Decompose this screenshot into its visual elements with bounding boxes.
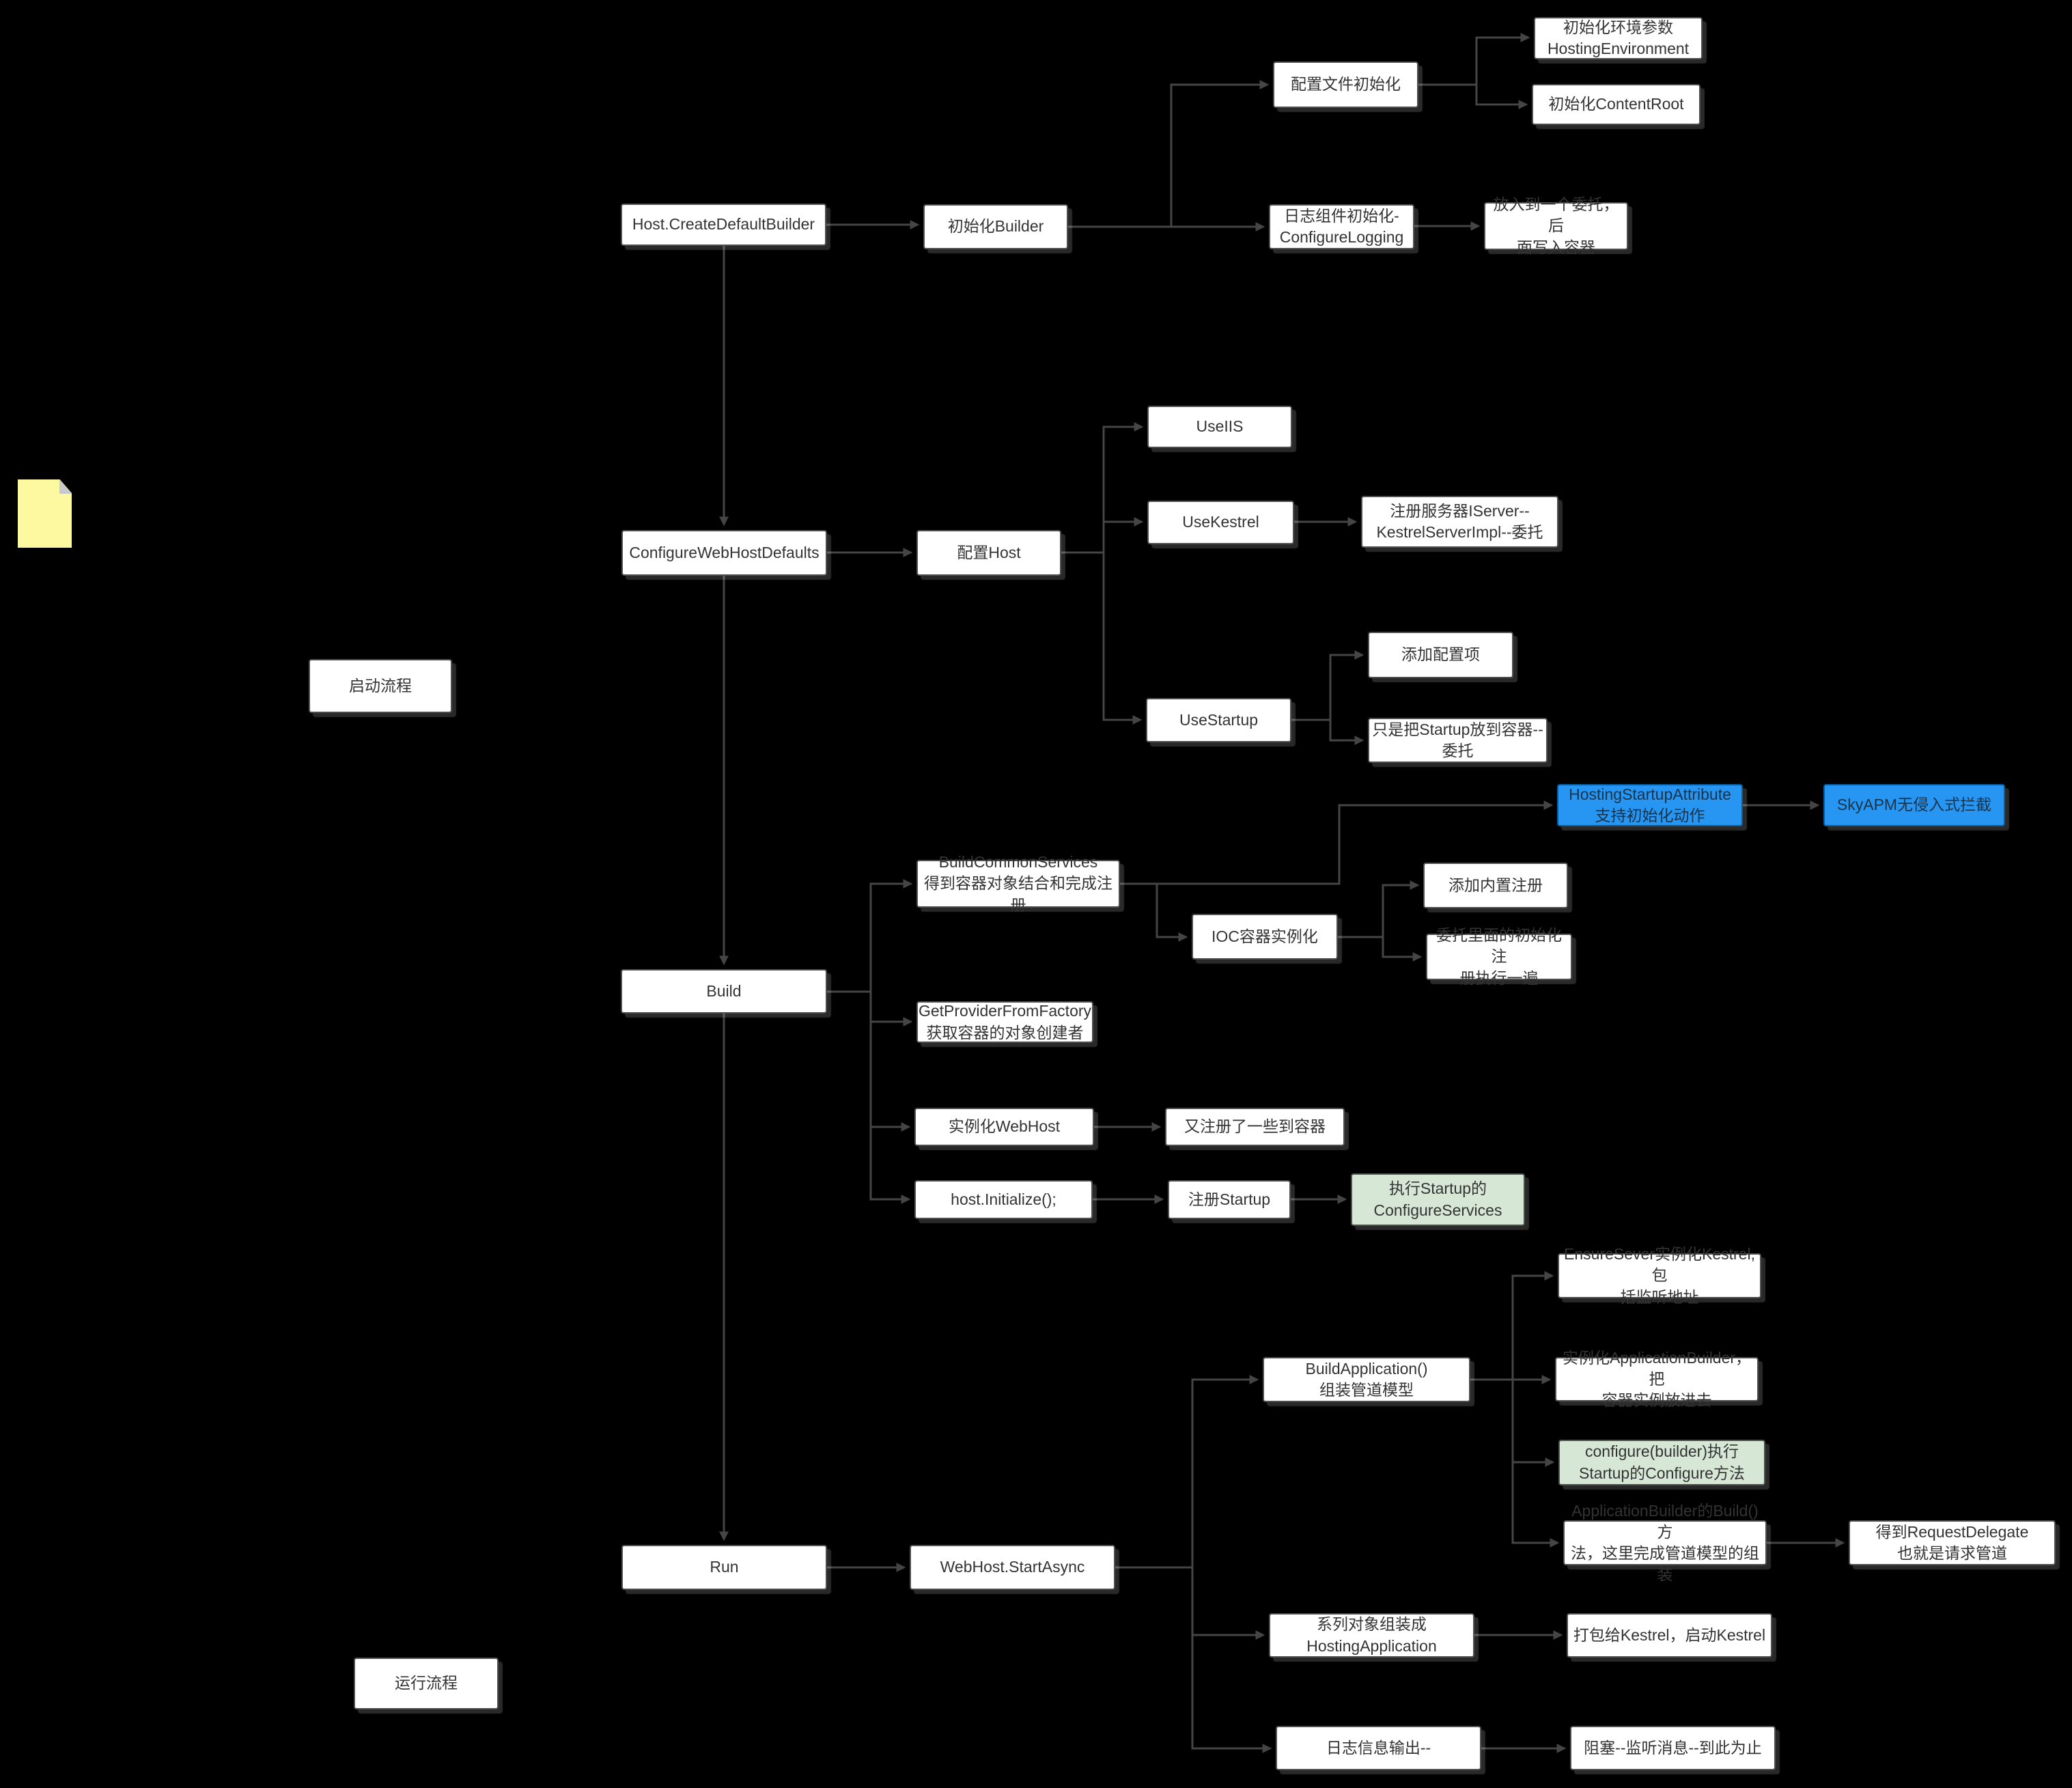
node-registered-more-to-container[interactable]: 又注册了一些到容器 — [1165, 1108, 1345, 1146]
node-config-file-init[interactable]: 配置文件初始化 — [1273, 61, 1418, 108]
node-got-request-delegate[interactable]: 得到RequestDelegate 也就是请求管道 — [1849, 1520, 2056, 1565]
connector — [1191, 1567, 1265, 1640]
node-register-startup[interactable]: 注册Startup — [1168, 1180, 1291, 1219]
connector — [827, 879, 913, 993]
node-build-application[interactable]: BuildApplication() 组装管道模型 — [1263, 1357, 1470, 1402]
node-webhost-start-async[interactable]: WebHost.StartAsync — [910, 1545, 1115, 1590]
connector — [1511, 1462, 1560, 1548]
connector — [1102, 553, 1143, 725]
node-host-create-default-builder[interactable]: Host.CreateDefaultBuilder — [621, 204, 826, 246]
connector — [1329, 720, 1364, 745]
node-run-flow-label[interactable]: 运行流程 — [354, 1658, 499, 1709]
connector — [1418, 33, 1530, 86]
node-configure-builder[interactable]: configure(builder)执行 Startup的Configure方法 — [1558, 1440, 1765, 1485]
node-configure-logging[interactable]: 日志组件初始化- ConfigureLogging — [1269, 204, 1414, 249]
connector — [1338, 880, 1420, 938]
node-app-builder-build[interactable]: ApplicationBuilder的Build()方 法，这里完成管道模型的组… — [1563, 1502, 1767, 1583]
node-inst-application-builder[interactable]: 实例化ApplicationBuilder，把 容器实例放进去 — [1555, 1349, 1759, 1409]
node-series-hosting-application[interactable]: 系列对象组装成 HostingApplication — [1269, 1613, 1474, 1658]
node-use-iis[interactable]: UseIIS — [1147, 406, 1292, 448]
connector — [1191, 1635, 1272, 1753]
node-pack-to-kestrel[interactable]: 打包给Kestrel，启动Kestrel — [1567, 1613, 1772, 1658]
node-configure-webhost-defaults[interactable]: ConfigureWebHostDefaults — [621, 530, 827, 576]
node-use-startup[interactable]: UseStartup — [1146, 698, 1291, 742]
node-log-output[interactable]: 日志信息输出-- — [1276, 1726, 1481, 1770]
node-delegate-to-container[interactable]: 放入到一个委托，后 面写入容器 — [1484, 195, 1628, 256]
node-run[interactable]: Run — [621, 1545, 827, 1590]
node-exec-configure-services[interactable]: 执行Startup的 ConfigureServices — [1351, 1173, 1525, 1226]
node-build-common-services[interactable]: BuildCommonServices 得到容器对象结合和完成注册 — [916, 853, 1120, 914]
connector — [1475, 85, 1528, 109]
node-startup-to-container[interactable]: 只是把Startup放到容器-- 委托 — [1368, 718, 1548, 763]
node-init-builder[interactable]: 初始化Builder — [923, 204, 1068, 249]
node-startup-flow-label[interactable]: 启动流程 — [309, 659, 452, 713]
node-hosting-environment[interactable]: 初始化环境参数 HostingEnvironment — [1534, 17, 1703, 59]
connector — [1115, 1375, 1259, 1569]
node-add-config-item[interactable]: 添加配置项 — [1368, 632, 1513, 678]
sticky-note-fold-icon — [59, 479, 72, 494]
node-peizhi-host[interactable]: 配置Host — [916, 530, 1061, 576]
node-get-provider-from-factory[interactable]: GetProviderFromFactory 获取容器的对象创建者 — [916, 1001, 1093, 1043]
connector — [1470, 1271, 1554, 1381]
node-use-kestrel[interactable]: UseKestrel — [1147, 501, 1294, 544]
node-instantiate-webhost[interactable]: 实例化WebHost — [914, 1108, 1094, 1146]
connector — [1156, 884, 1188, 942]
node-delegate-init-registration[interactable]: 委托里面的初始化注 册执行一遍 — [1426, 926, 1572, 987]
sticky-note[interactable] — [18, 479, 72, 548]
connector — [1170, 80, 1270, 227]
connector — [1061, 422, 1144, 554]
node-skyapm[interactable]: SkyAPM无侵入式拦截 — [1823, 784, 2005, 826]
node-host-initialize[interactable]: host.Initialize(); — [914, 1180, 1093, 1219]
node-add-builtin-registration[interactable]: 添加内置注册 — [1423, 863, 1568, 908]
node-ioc-instantiation[interactable]: IOC容器实例化 — [1192, 914, 1338, 960]
node-register-iserver[interactable]: 注册服务器IServer-- KestrelServerImpl--委托 — [1361, 496, 1558, 548]
connector — [869, 1127, 911, 1204]
node-hosting-startup-attribute[interactable]: HostingStartupAttribute 支持初始化动作 — [1557, 784, 1743, 826]
node-ensure-sever[interactable]: EnsureSever实例化Kestrel,包 括监听地址 — [1558, 1245, 1761, 1306]
connector — [1511, 1380, 1555, 1467]
node-build[interactable]: Build — [621, 969, 827, 1014]
node-content-root[interactable]: 初始化ContentRoot — [1532, 84, 1700, 125]
connector — [869, 1022, 911, 1132]
connector — [869, 992, 913, 1026]
connector — [1291, 650, 1364, 721]
node-block-listen[interactable]: 阻塞--监听消息--到此为止 — [1570, 1726, 1776, 1770]
connector — [1382, 937, 1423, 962]
